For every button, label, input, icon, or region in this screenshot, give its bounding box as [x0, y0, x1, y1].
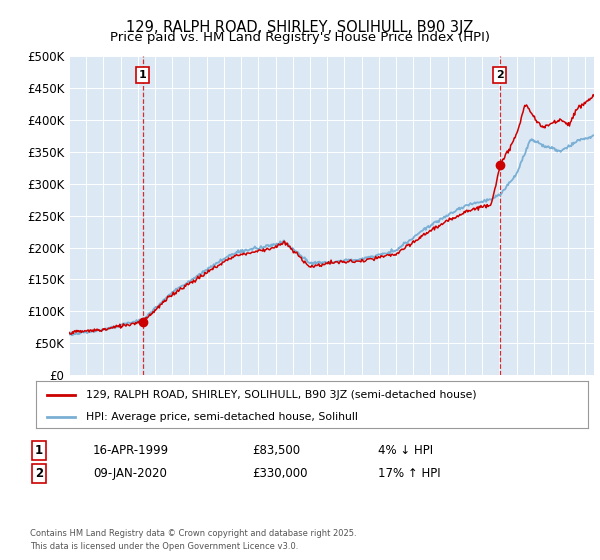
Text: 4% ↓ HPI: 4% ↓ HPI: [378, 444, 433, 458]
Text: 2: 2: [496, 70, 504, 80]
Text: 129, RALPH ROAD, SHIRLEY, SOLIHULL, B90 3JZ: 129, RALPH ROAD, SHIRLEY, SOLIHULL, B90 …: [127, 20, 473, 35]
Text: 17% ↑ HPI: 17% ↑ HPI: [378, 466, 440, 480]
Text: 16-APR-1999: 16-APR-1999: [93, 444, 169, 458]
Text: 1: 1: [139, 70, 147, 80]
Text: 09-JAN-2020: 09-JAN-2020: [93, 466, 167, 480]
Text: Contains HM Land Registry data © Crown copyright and database right 2025.
This d: Contains HM Land Registry data © Crown c…: [30, 529, 356, 550]
Text: Price paid vs. HM Land Registry's House Price Index (HPI): Price paid vs. HM Land Registry's House …: [110, 31, 490, 44]
Text: 129, RALPH ROAD, SHIRLEY, SOLIHULL, B90 3JZ (semi-detached house): 129, RALPH ROAD, SHIRLEY, SOLIHULL, B90 …: [86, 390, 476, 400]
Text: £83,500: £83,500: [252, 444, 300, 458]
Text: £330,000: £330,000: [252, 466, 308, 480]
Text: HPI: Average price, semi-detached house, Solihull: HPI: Average price, semi-detached house,…: [86, 412, 358, 422]
Text: 2: 2: [35, 466, 43, 480]
Text: 1: 1: [35, 444, 43, 458]
